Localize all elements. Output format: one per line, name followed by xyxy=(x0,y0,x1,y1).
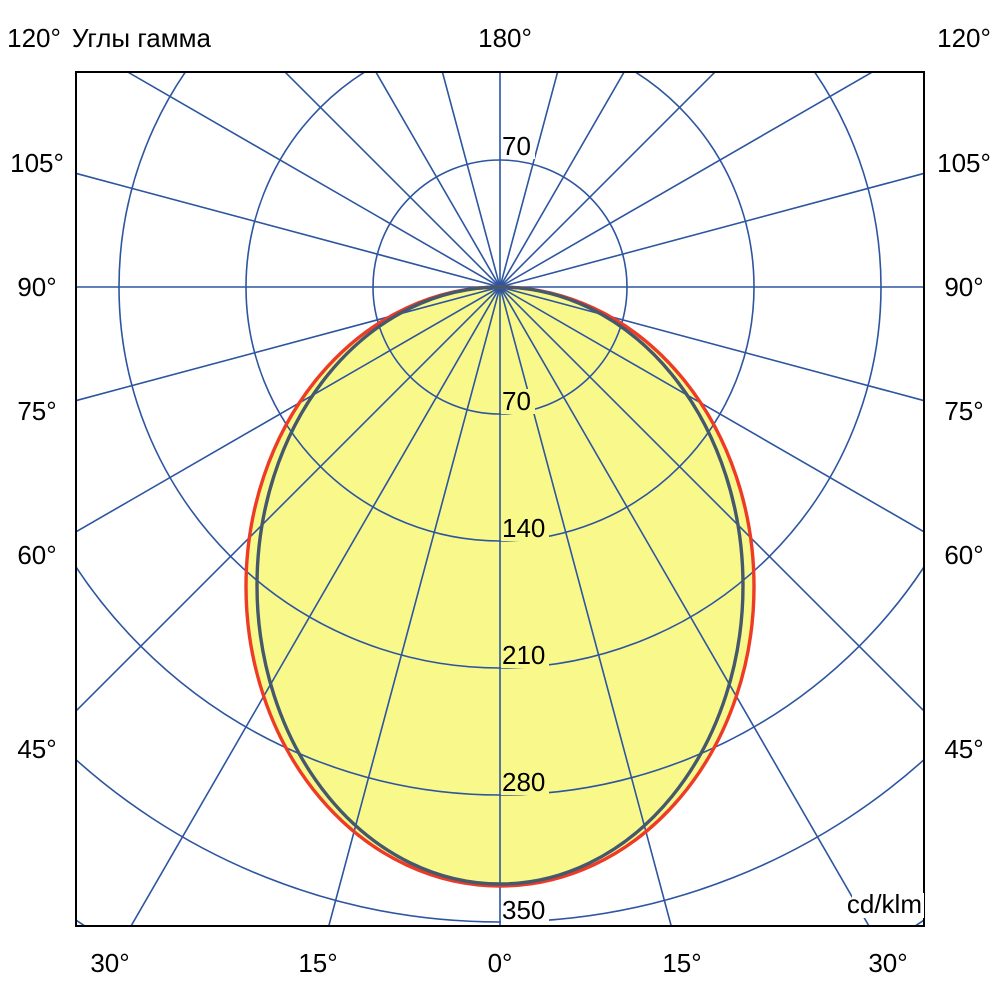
plot-border xyxy=(75,71,925,927)
angle-label-105-left: 105° xyxy=(10,148,64,178)
angle-label-60-right: 60° xyxy=(944,540,983,570)
halo-unit xyxy=(852,893,924,918)
halo-70 xyxy=(501,389,535,414)
radial-value-140: 140 xyxy=(502,513,545,543)
angle-label-45-left: 45° xyxy=(17,734,56,764)
intensity-curve-blue xyxy=(255,285,745,886)
chart-title: Углы гамма xyxy=(72,23,211,53)
angle-label-60-left: 60° xyxy=(17,540,56,570)
angle-label-90-left: 90° xyxy=(17,272,56,302)
angle-label-0-bottom: 0° xyxy=(488,948,513,978)
halo-280 xyxy=(501,770,549,795)
angle-label-105-right: 105° xyxy=(937,148,991,178)
halo-350 xyxy=(501,898,549,923)
radial-label-halos xyxy=(501,134,924,923)
angle-label-30-bottom-left: 30° xyxy=(90,948,129,978)
angle-label-15-bottom-right: 15° xyxy=(662,948,701,978)
angle-label-45-right: 45° xyxy=(944,734,983,764)
angle-label-75-right: 75° xyxy=(944,396,983,426)
left-axis-labels: 105° 90° 75° 60° 45° xyxy=(10,148,64,764)
radial-value-280: 280 xyxy=(502,767,545,797)
angle-label-90-right: 90° xyxy=(944,272,983,302)
radial-value-70-upper: 70 xyxy=(502,131,531,161)
bottom-axis-labels: 30° 15° 0° 15° 30° xyxy=(90,948,907,978)
radial-value-210: 210 xyxy=(502,640,545,670)
radial-scale: 70 70 140 210 280 350 cd/klm xyxy=(502,131,922,925)
radial-value-70: 70 xyxy=(502,386,531,416)
angle-label-15-bottom-left: 15° xyxy=(298,948,337,978)
angle-label-180: 180° xyxy=(478,23,532,53)
angle-label-30-bottom-right: 30° xyxy=(868,948,907,978)
angle-label-120-top-left: 120° xyxy=(7,23,61,53)
halo-upper-70 xyxy=(501,134,535,159)
unit-label: cd/klm xyxy=(847,889,922,919)
angle-label-120-top-right: 120° xyxy=(937,23,991,53)
radial-value-350: 350 xyxy=(502,895,545,925)
angle-label-75-left: 75° xyxy=(17,396,56,426)
top-axis-labels: 120° Углы гамма 180° 120° xyxy=(7,23,991,53)
right-axis-labels: 105° 90° 75° 60° 45° xyxy=(937,148,991,764)
halo-210 xyxy=(501,643,549,668)
halo-140 xyxy=(501,516,549,541)
